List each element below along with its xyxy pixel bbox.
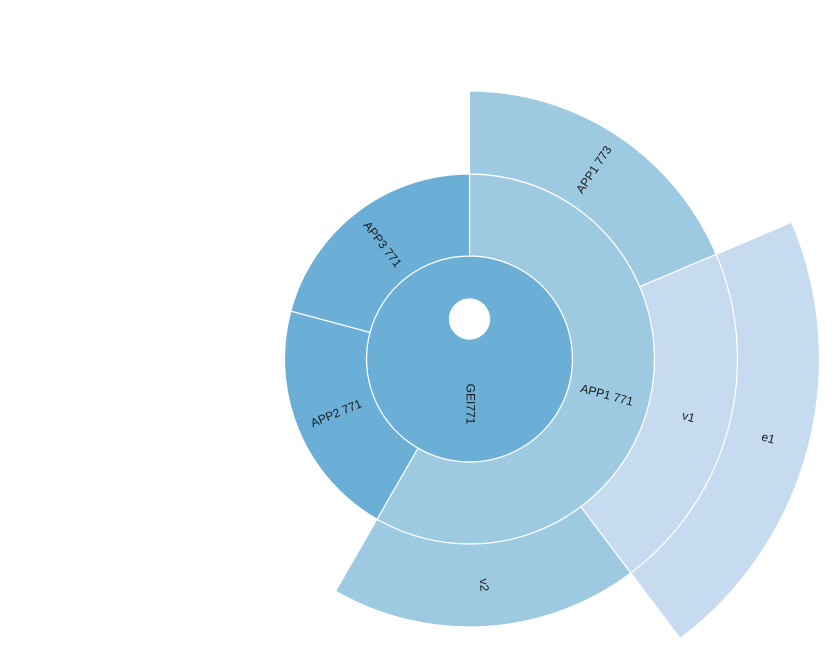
- label-v2: v2: [477, 578, 492, 592]
- label-v1: v1: [681, 408, 697, 425]
- segment-app2[interactable]: [283, 310, 419, 521]
- sunburst-segments: [283, 90, 821, 640]
- segment-e1[interactable]: [629, 221, 821, 640]
- label-gei: GEI771: [463, 384, 477, 425]
- segment-v2[interactable]: [334, 505, 632, 628]
- segment-app3[interactable]: [290, 173, 471, 334]
- segment-gei[interactable]: [365, 255, 574, 463]
- label-e1: e1: [760, 430, 777, 447]
